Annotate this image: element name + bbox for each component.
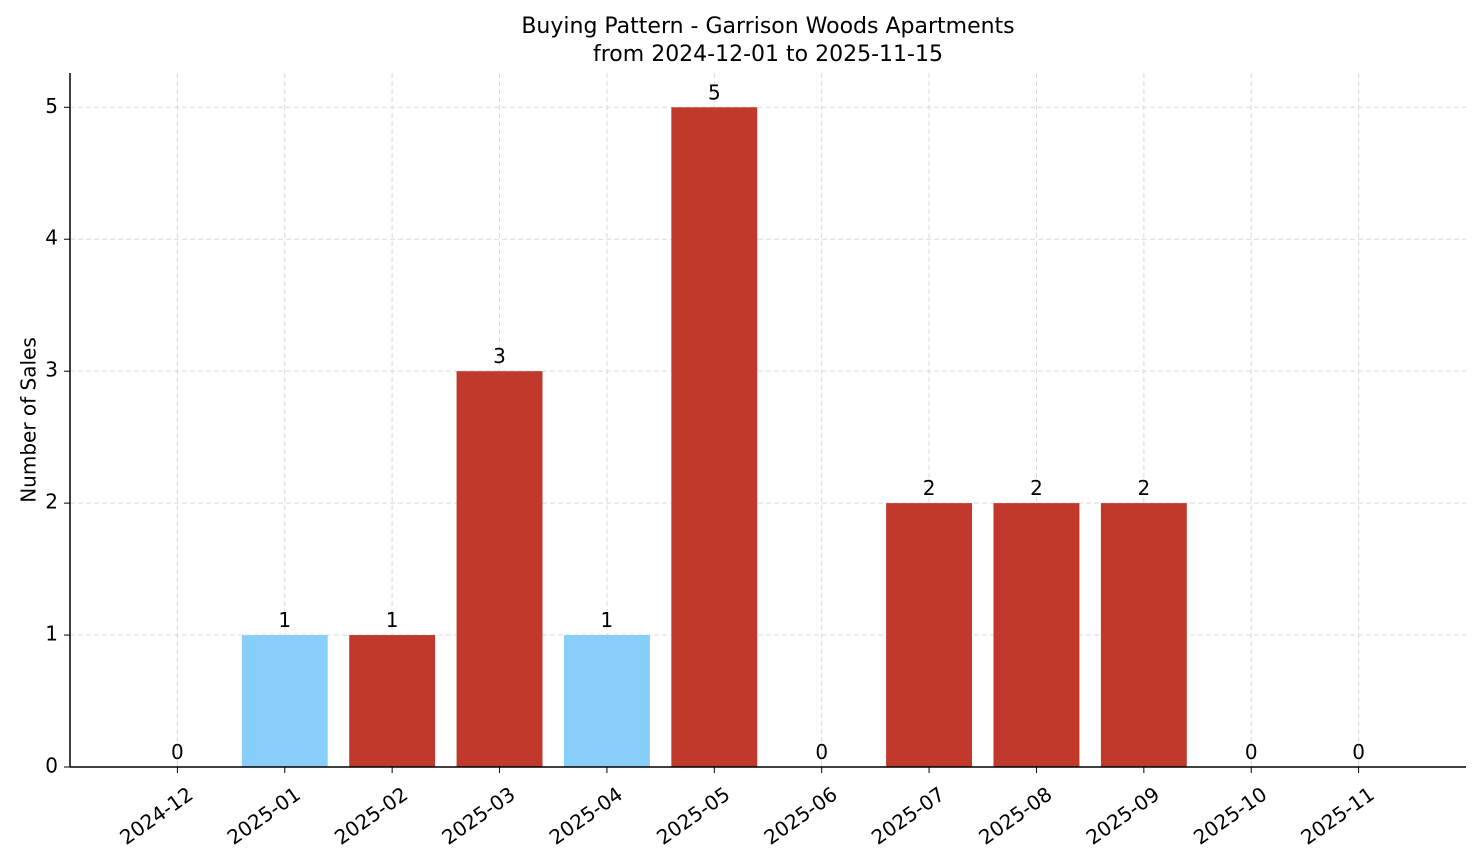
chart-title: Buying Pattern - Garrison Woods Apartmen… xyxy=(521,14,1014,39)
y-tick-label: 3 xyxy=(45,358,58,382)
x-tick-label: 2024-12 xyxy=(115,782,197,850)
y-axis-label: Number of Sales xyxy=(17,337,41,503)
x-tick-label: 2025-02 xyxy=(330,782,412,850)
y-tick-label: 0 xyxy=(45,754,58,778)
value-label: 0 xyxy=(171,740,184,764)
y-tick-label: 2 xyxy=(45,490,58,514)
x-tick-label: 2025-07 xyxy=(867,782,949,850)
value-label: 2 xyxy=(1030,476,1043,500)
value-label: 1 xyxy=(278,608,291,632)
value-label: 0 xyxy=(815,740,828,764)
y-tick-label: 1 xyxy=(45,622,58,646)
y-tick-label: 4 xyxy=(45,226,58,250)
bar xyxy=(993,503,1080,767)
x-tick-label: 2025-04 xyxy=(545,782,627,850)
x-tick-label: 2025-06 xyxy=(759,782,841,850)
x-tick-label: 2025-09 xyxy=(1082,782,1164,850)
x-tick-label: 2025-10 xyxy=(1189,782,1271,850)
value-label: 1 xyxy=(601,608,614,632)
bar xyxy=(671,107,758,767)
bar xyxy=(886,503,973,767)
bar xyxy=(349,635,436,767)
x-tick-label: 2025-11 xyxy=(1296,782,1378,850)
x-tick-label: 2025-03 xyxy=(437,782,519,850)
bar xyxy=(241,635,328,767)
chart-subtitle: from 2024-12-01 to 2025-11-15 xyxy=(593,42,943,67)
x-tick-label: 2025-08 xyxy=(974,782,1056,850)
value-label: 3 xyxy=(493,344,506,368)
value-label: 1 xyxy=(386,608,399,632)
value-label: 0 xyxy=(1352,740,1365,764)
bar xyxy=(456,371,543,767)
value-label: 2 xyxy=(1137,476,1150,500)
x-tick-label: 2025-05 xyxy=(652,782,734,850)
bar xyxy=(1100,503,1187,767)
bar xyxy=(563,635,650,767)
x-tick-label: 2025-01 xyxy=(223,782,305,850)
y-tick-label: 5 xyxy=(45,94,58,118)
value-label: 5 xyxy=(708,80,721,104)
value-label: 2 xyxy=(923,476,936,500)
value-label: 0 xyxy=(1245,740,1258,764)
